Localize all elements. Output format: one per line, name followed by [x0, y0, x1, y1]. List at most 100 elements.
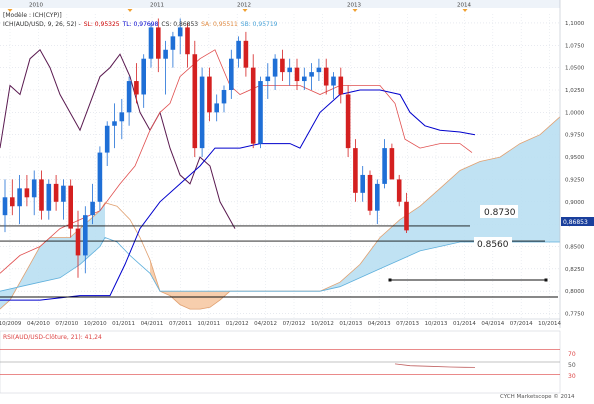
- footer-copyright: CYCH Marketscope © 2014: [500, 393, 575, 400]
- year-marker: [352, 9, 358, 12]
- x-tick-label: 04/2010: [27, 321, 50, 327]
- year-label: 2012: [237, 3, 251, 9]
- y-tick-label: 0,8500: [565, 244, 585, 250]
- annotation-box-0873: [480, 205, 518, 218]
- candle-body: [207, 76, 212, 113]
- plot-area: [0, 0, 560, 328]
- rsi-level-30: 30: [568, 373, 576, 380]
- y-tick-label: 1,0500: [565, 66, 585, 72]
- x-tick-label: 10/2014: [538, 321, 561, 327]
- candle-body: [61, 185, 66, 202]
- grid: [0, 14, 560, 320]
- year-marker: [242, 9, 248, 12]
- annotation-0856: 0.8560: [477, 240, 509, 250]
- candle-body: [2, 197, 8, 216]
- candle-body: [53, 183, 59, 202]
- indicator-legend: ICH(AUD/USD, 9, 26, 52) - SL: 0,95325 TL: …: [3, 21, 278, 28]
- candle-body: [75, 228, 81, 256]
- kijun-line: [0, 89, 476, 301]
- candle-body: [214, 103, 219, 113]
- span-b-line: [0, 237, 560, 292]
- y-tick-label: 1,0000: [565, 110, 585, 116]
- candle-body: [170, 36, 176, 50]
- candle-body: [112, 121, 117, 126]
- x-tick-label: 01/2013: [339, 321, 362, 327]
- candle-body: [323, 67, 329, 86]
- candle-body: [367, 174, 373, 211]
- level-endpoint: [544, 278, 548, 282]
- x-tick-label: 04/2012: [254, 321, 277, 327]
- candle-body: [46, 183, 52, 211]
- candle-body: [250, 67, 256, 144]
- x-tick-label: 07/2014: [510, 321, 533, 327]
- candle-body: [134, 81, 139, 95]
- year-marker: [127, 9, 133, 12]
- candle-body: [126, 81, 132, 113]
- candle-body: [10, 197, 15, 207]
- candle-body: [265, 76, 271, 82]
- legend-item: CS: 0,86853: [161, 21, 198, 28]
- price-box: [561, 217, 594, 226]
- y-tick-label: 1,0750: [565, 43, 585, 49]
- x-tick-label: 01/2011: [112, 321, 135, 327]
- candle-body: [148, 27, 154, 59]
- cloud-bull-late: [240, 116, 560, 292]
- legend-item: TL: 0,97698: [122, 21, 159, 28]
- x-tick-label: 04/2013: [368, 321, 391, 327]
- candle-body: [24, 188, 30, 198]
- candle-body: [236, 40, 241, 59]
- candle-body: [272, 58, 278, 77]
- y-tick-label: 1,0250: [565, 88, 585, 94]
- candle-body: [302, 76, 307, 82]
- candle-body: [104, 125, 110, 153]
- rsi-title: RSI(AUD/USD-Clôture, 21): 41,24: [3, 334, 102, 341]
- candle-body: [331, 76, 336, 86]
- candle-body: [199, 76, 205, 149]
- y-tick-label: 0,8000: [565, 289, 585, 295]
- legend-item: SA: 0,95511: [201, 21, 238, 28]
- candle-body: [243, 40, 249, 68]
- rsi-level-50: 50: [568, 362, 576, 369]
- candle-body: [90, 201, 95, 216]
- candle-body: [389, 148, 395, 180]
- candle-body: [83, 215, 88, 256]
- year-marker: [462, 9, 468, 12]
- y-tick-label: 1,1000: [565, 21, 585, 27]
- y-tick-label: 0,9500: [565, 155, 585, 161]
- x-tick-label: 07/2011: [169, 321, 192, 327]
- candle-body: [141, 58, 146, 95]
- candle-body: [221, 90, 227, 104]
- candle-body: [382, 148, 387, 184]
- candle-body: [404, 201, 409, 231]
- y-tick-label: 0,9750: [565, 133, 585, 139]
- candle-body: [353, 148, 358, 193]
- rsi-level-70: 70: [568, 351, 576, 358]
- candle-body: [119, 112, 125, 122]
- candle-body: [360, 174, 365, 193]
- price-box-label: 0,86853: [563, 219, 588, 226]
- annotation-0873: 0.8730: [484, 208, 516, 218]
- year-label: 2013: [347, 3, 361, 9]
- candle-body: [287, 67, 292, 73]
- candle-body: [280, 58, 285, 73]
- legend-item: ICH(AUD/USD, 9, 26, 52) -: [3, 21, 81, 28]
- annotation-box-0856: [474, 237, 512, 250]
- x-tick-label: 07/2012: [283, 321, 306, 327]
- candle-body: [97, 152, 103, 202]
- legend-item: SB: 0,95719: [241, 21, 278, 28]
- year-marker: [7, 9, 13, 12]
- cloud-bull-early: [0, 202, 105, 310]
- x-axis: 10/2009 04/2010 07/2010 10/2010 01/2011 04/20…: [0, 318, 562, 327]
- span-a-line: [0, 116, 561, 310]
- x-tick-label: 07/2013: [396, 321, 419, 327]
- candle-body: [294, 67, 300, 82]
- candle-body: [156, 27, 161, 59]
- x-tick-label: 10/2013: [425, 321, 448, 327]
- candle-body: [163, 49, 168, 59]
- x-tick-label: 10/2012: [311, 321, 334, 327]
- candles: [2, 18, 409, 278]
- legend-item: SL: 0,95325: [84, 21, 120, 28]
- candle-body: [31, 179, 37, 198]
